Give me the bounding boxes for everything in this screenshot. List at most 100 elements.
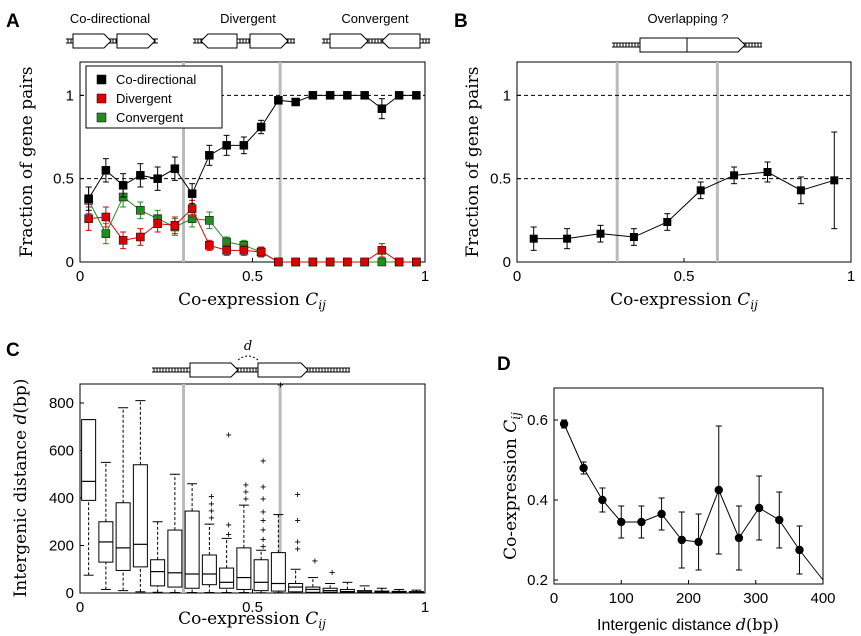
series-a-point [291,97,300,107]
legend-swatch [96,112,107,123]
box [270,552,286,592]
gene-arrow [249,33,289,49]
x-tick-label: 0.5 [242,599,263,616]
box [201,554,217,586]
y-tick-label: 1 [66,87,74,104]
x-tick-label: 0 [76,268,84,285]
y-axis-label: Intergenic distance d(bp) [11,379,31,598]
series-d-point [734,533,744,543]
outlier: + [243,494,249,505]
box [167,529,183,588]
series-a-point [239,141,249,150]
gene-arrow [329,33,369,49]
schematic-label-distance: d [244,339,252,354]
series-a-point [325,91,335,100]
x-tick-label: 200 [676,590,701,607]
series-a-point [274,96,283,105]
axes-frame [79,383,426,594]
outlier: + [260,525,266,536]
y-tick-label: 0.2 [527,572,548,589]
box [184,510,200,589]
outlier: + [208,513,214,524]
series-d-point [559,419,569,429]
series-b-point [696,186,705,195]
series-b-point [796,186,805,195]
series-a-point [274,257,283,267]
series-a-point [412,91,421,100]
x-tick-label: 1 [421,268,429,285]
outlier: + [295,489,301,500]
gene-arrow [116,33,156,49]
series-b-point [629,233,638,241]
series-a-point [101,212,111,222]
y-tick-label: 200 [49,538,74,555]
schematics [66,33,762,378]
y-tick-label: 0.5 [53,171,74,188]
outlier: + [260,507,266,518]
series-d-point [657,509,666,519]
series-a-point [377,104,387,113]
legend: Co-directional Divergent Convergent [85,65,223,129]
legend-swatch [96,74,107,85]
series-a-point [187,189,197,198]
series-a-point [412,257,421,267]
y-tick-label: 0.5 [490,171,511,188]
schematic-label-overlapping: Overlapping ? [648,11,729,26]
distance-bracket [237,355,259,361]
series-a-point [325,257,335,267]
outlier: + [329,568,335,579]
series-a-point [136,206,145,215]
series-d-point [714,485,723,495]
series-a-point [394,257,404,267]
box [115,502,131,571]
series-a-point [222,237,231,247]
series-a-point [187,204,197,213]
x-tick-label: 300 [743,590,768,607]
series-a-point [360,91,369,100]
outlier: + [208,492,214,503]
outlier: + [277,380,283,391]
series-a-point [256,122,266,132]
series-a-point [136,232,145,242]
series-a-point [170,221,180,230]
series-a-point [343,91,352,100]
series-b-line [533,171,835,240]
y-tick-label: 600 [49,443,74,460]
series-a-point [291,257,300,267]
legend-swatch [96,93,107,104]
gene-arrow [686,37,746,53]
schematic-label-divergent: Divergent [220,11,276,26]
series-a-point [239,246,249,255]
legend-label: Convergent [116,110,184,125]
series-d-point [754,503,764,513]
x-tick-label: 100 [609,590,634,607]
series-a-point [308,257,318,267]
panel-b-plot: 0 0.5 1 0 0.5 1 Co-expression Cij Fraction of g… [463,61,855,312]
x-tick-label: 400 [810,590,835,607]
outlier: + [312,556,318,567]
series-b-point [563,234,572,243]
series-a-point [84,214,93,223]
y-axis-label: Co-expression Cij [501,412,523,560]
outlier: + [260,542,266,553]
x-axis-label: Co-expression Cij [178,609,326,631]
series-a-point [118,236,128,245]
legend-label: Co-directional [116,72,196,87]
series-a-point [170,164,180,173]
panel-letter-d: D [497,354,511,375]
series-a-point [101,229,111,238]
series-a-point [343,257,352,267]
series-a-point [308,91,318,100]
gene-arrow [257,362,309,378]
series-d-point [637,517,646,527]
series-d-point [579,463,588,473]
x-axis-label: Co-expression Cij [178,290,326,312]
box [150,559,166,587]
x-tick-label: 1 [421,599,429,616]
x-axis-label: Co-expression Cij [610,290,758,312]
gene-arrow [72,33,112,49]
x-tick-label: 1 [847,268,855,285]
series-a-point [84,194,93,203]
outlier: + [243,480,249,491]
